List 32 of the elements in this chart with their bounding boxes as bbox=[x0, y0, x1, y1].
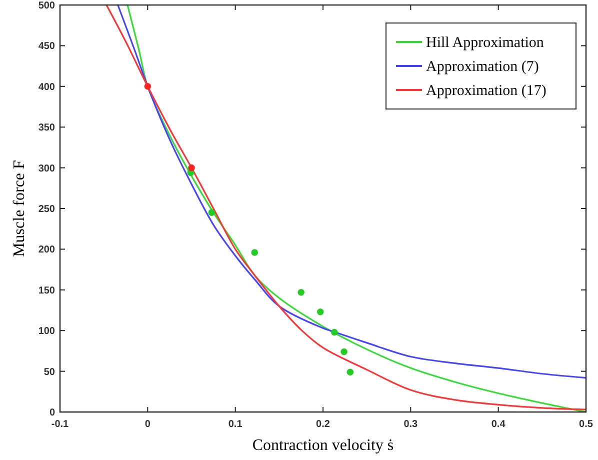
y-tick-label: 300 bbox=[38, 163, 56, 174]
y-tick-label: 0 bbox=[49, 408, 56, 418]
point bbox=[346, 368, 354, 376]
legend-label: Hill Approximation bbox=[426, 35, 544, 51]
x-tick-label: 0.4 bbox=[491, 419, 506, 430]
y-tick-label: 150 bbox=[38, 285, 56, 296]
point bbox=[298, 288, 304, 296]
y-tick-label: 350 bbox=[38, 122, 56, 134]
x-tick-label: 0 bbox=[144, 419, 151, 430]
y-tick-label: 200 bbox=[38, 244, 56, 256]
y-tick-label: 50 bbox=[44, 366, 56, 378]
point bbox=[316, 308, 324, 316]
x-tick-label: 0.1 bbox=[228, 419, 243, 430]
x-axis-title: Contraction velocity ṡ bbox=[252, 437, 394, 454]
legend-label: Approximation (17) bbox=[426, 83, 546, 99]
y-axis-title: Muscle force F bbox=[11, 160, 28, 257]
x-tick-label: 0.2 bbox=[316, 419, 330, 430]
point bbox=[208, 209, 216, 216]
y-tick-label: 500 bbox=[38, 0, 56, 12]
y-tick-label: 100 bbox=[38, 326, 56, 338]
y-tick-label: 250 bbox=[38, 204, 56, 215]
x-tick-label: 0.5 bbox=[579, 419, 594, 430]
x-tick-label: 0.3 bbox=[404, 419, 418, 430]
point bbox=[340, 348, 348, 356]
y-tick-label: 400 bbox=[38, 82, 56, 93]
legend-label: Approximation (7) bbox=[426, 59, 539, 75]
point bbox=[331, 328, 338, 336]
y-tick-label: 450 bbox=[38, 41, 56, 52]
point bbox=[251, 249, 258, 256]
x-tick-label: -0.1 bbox=[51, 419, 70, 430]
point bbox=[144, 83, 152, 90]
point bbox=[188, 164, 195, 172]
